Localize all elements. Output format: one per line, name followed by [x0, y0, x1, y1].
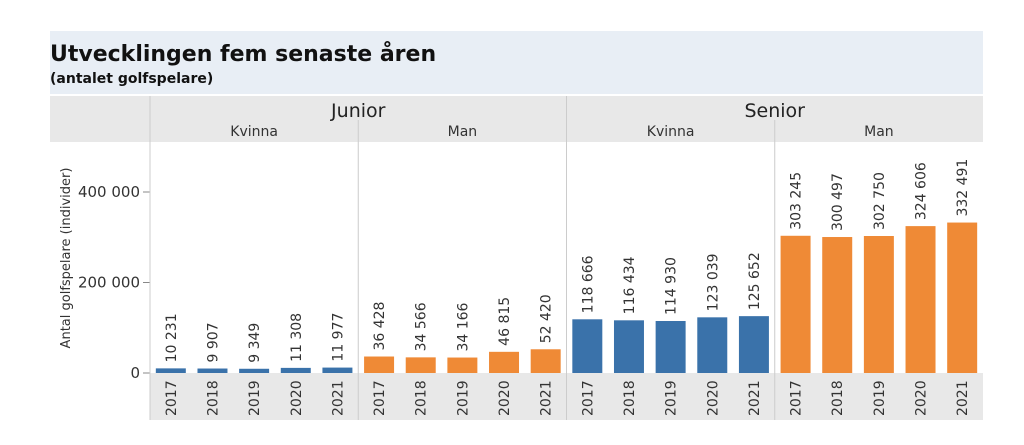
y-tick-label: 200 000: [78, 274, 140, 292]
value-label: 52 420: [539, 294, 555, 343]
x-tick-label: 2020: [705, 380, 721, 416]
value-label: 125 652: [747, 252, 763, 310]
bar-junior-man-2021: [530, 349, 561, 373]
subgroup-label: Kvinna: [230, 124, 278, 140]
bar-senior-man-2021: [947, 222, 978, 373]
value-label: 9 907: [205, 322, 221, 362]
x-tick-label: 2019: [247, 380, 263, 416]
value-label: 303 245: [789, 172, 805, 230]
x-tick-label: 2021: [539, 380, 555, 416]
subgroup-label: Kvinna: [647, 124, 695, 140]
value-label: 300 497: [830, 173, 846, 231]
y-axis-label: Antal golfspelare (individer): [59, 168, 74, 349]
x-tick-label: 2017: [164, 380, 180, 416]
value-label: 116 434: [622, 256, 638, 314]
bar-junior-man-2019: [447, 357, 478, 373]
value-label: 324 606: [914, 162, 930, 220]
bar-junior-man-2017: [364, 356, 395, 373]
x-tick-label: 2020: [497, 380, 513, 416]
value-label: 11 308: [289, 313, 305, 362]
value-label: 11 977: [330, 313, 346, 362]
x-tick-label: 2019: [455, 380, 471, 416]
bar-senior-kvinna-2020: [697, 317, 728, 373]
x-tick-label: 2019: [664, 380, 680, 416]
bar-senior-man-2017: [780, 235, 811, 373]
value-label: 9 349: [247, 323, 263, 363]
bar-senior-kvinna-2019: [655, 320, 686, 373]
group-label-junior: Junior: [330, 100, 386, 122]
subgroup-label: Man: [864, 124, 894, 140]
x-tick-label: 2018: [622, 380, 638, 416]
bar-senior-kvinna-2017: [572, 319, 603, 373]
bar-junior-man-2020: [489, 351, 520, 373]
subgroup-label: Man: [448, 124, 478, 140]
value-label: 123 039: [705, 253, 721, 311]
y-tick-label: 0: [130, 364, 140, 382]
x-tick-label: 2018: [830, 380, 846, 416]
group-label-senior: Senior: [744, 100, 805, 122]
x-tick-label: 2018: [205, 380, 221, 416]
bar-junior-kvinna-2017: [155, 368, 186, 373]
value-label: 114 930: [664, 257, 680, 315]
header-band: [50, 96, 983, 142]
value-label: 118 666: [580, 255, 596, 313]
bar-senior-man-2019: [863, 236, 894, 373]
chart-title: Utvecklingen fem senaste åren: [50, 41, 436, 67]
bar-junior-kvinna-2021: [322, 367, 353, 373]
y-tick-label: 400 000: [78, 183, 140, 201]
bar-junior-man-2018: [405, 357, 436, 373]
x-tick-label: 2019: [872, 380, 888, 416]
bar-junior-kvinna-2018: [197, 368, 228, 373]
value-label: 46 815: [497, 297, 513, 346]
value-label: 332 491: [955, 159, 971, 217]
bar-senior-man-2018: [822, 237, 853, 373]
value-label: 10 231: [164, 313, 180, 362]
value-label: 302 750: [872, 172, 888, 230]
bar-senior-man-2020: [905, 226, 936, 373]
x-tick-label: 2017: [789, 380, 805, 416]
value-label: 36 428: [372, 302, 388, 351]
bar-senior-kvinna-2018: [613, 320, 644, 373]
x-tick-label: 2021: [747, 380, 763, 416]
value-label: 34 166: [455, 302, 471, 351]
chart-subtitle: (antalet golfspelare): [50, 71, 213, 87]
bar-junior-kvinna-2020: [280, 367, 311, 373]
x-tick-label: 2020: [289, 380, 305, 416]
x-tick-label: 2021: [955, 380, 971, 416]
plot-area: 0 200 000 400 000 Junior Senior Kvinna 10 231 2…: [78, 96, 978, 420]
title-band: [50, 31, 983, 94]
value-label: 34 566: [414, 302, 430, 351]
x-tick-label: 2021: [330, 380, 346, 416]
bar-junior-kvinna-2019: [239, 368, 270, 373]
x-tick-label: 2020: [914, 380, 930, 416]
x-tick-label: 2018: [414, 380, 430, 416]
x-tick-label: 2017: [372, 380, 388, 416]
bar-senior-kvinna-2021: [738, 316, 769, 373]
x-tick-label: 2017: [580, 380, 596, 416]
